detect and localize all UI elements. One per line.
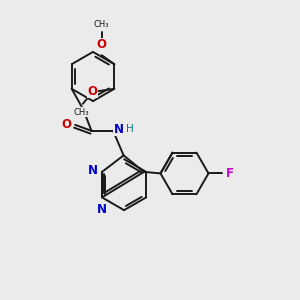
Text: N: N: [97, 203, 107, 216]
Text: O: O: [88, 85, 98, 98]
Text: CH₃: CH₃: [94, 20, 110, 29]
Text: O: O: [97, 38, 107, 51]
Text: F: F: [226, 167, 234, 180]
Text: N: N: [88, 164, 98, 177]
Text: CH₃: CH₃: [73, 108, 89, 117]
Text: N: N: [114, 123, 124, 136]
Text: H: H: [126, 124, 134, 134]
Text: O: O: [61, 118, 71, 131]
